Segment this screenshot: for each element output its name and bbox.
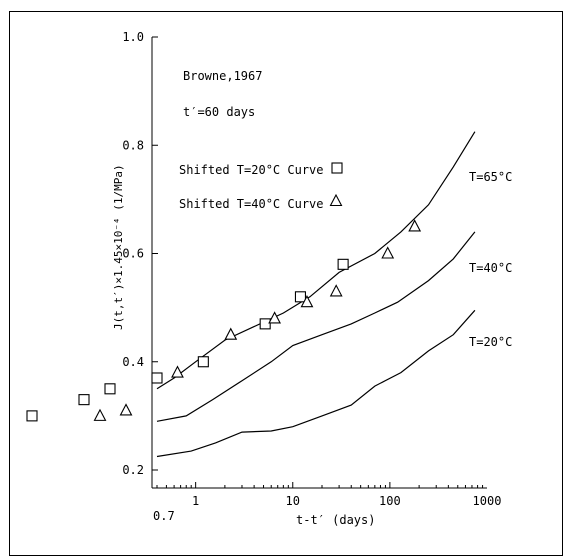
source-annotation: Browne,1967 <box>183 69 262 83</box>
x-axis-label: t-t′ (days) <box>296 513 375 527</box>
axes <box>151 36 487 489</box>
y-tick-label: 0.4 <box>122 355 144 369</box>
outside-triangle-marker <box>93 408 107 421</box>
tprime-annotation: t′=60 days <box>183 105 255 119</box>
data-triangle-marker <box>300 295 314 308</box>
data-triangle-marker <box>224 327 238 340</box>
curve-label-65c: T=65°C <box>469 170 512 184</box>
data-square-marker <box>197 356 209 368</box>
x-tick-outside-label: 0.7 <box>153 509 175 523</box>
creep-chart: 0.2 0.4 0.6 0.8 1.0 1 10 100 1000 Browne,1967 t′… <box>26 30 512 527</box>
data-square-marker <box>294 291 307 303</box>
y-tick-label: 0.6 <box>122 247 144 261</box>
data-triangle-marker <box>268 311 282 324</box>
x-tick-label: 100 <box>379 494 401 508</box>
outside-triangle-marker <box>119 403 133 416</box>
curve-t40c <box>156 231 476 422</box>
data-square-marker <box>337 258 349 270</box>
y-tick-label: 0.8 <box>122 138 144 152</box>
outside-square-marker <box>78 394 90 406</box>
outside-square-marker <box>104 383 116 395</box>
x-tick-label: 1 <box>192 494 199 508</box>
curve-t20c <box>156 309 476 458</box>
data-square-marker <box>259 318 271 330</box>
y-axis-label: J(t,t′)×1.45×10⁻⁴ (1/MPa) <box>112 164 125 330</box>
labels: 0.2 0.4 0.6 0.8 1.0 1 10 100 1000 <box>122 30 501 508</box>
data-triangle-marker <box>408 219 422 232</box>
x-tick-label: 10 <box>286 494 300 508</box>
data-square-marker <box>151 372 163 384</box>
curve-t65c <box>156 131 476 390</box>
legend-square-icon <box>331 162 343 174</box>
data-triangle-marker <box>381 246 395 259</box>
data-triangle-marker <box>171 365 184 378</box>
legend-label-20c: Shifted T=20°C Curve <box>179 163 324 177</box>
outside-square-marker <box>26 410 38 422</box>
legend-label-40c: Shifted T=40°C Curve <box>179 197 324 211</box>
legend-triangle-icon <box>329 193 343 207</box>
markers <box>26 162 422 422</box>
y-tick-label: 0.2 <box>122 463 144 477</box>
data-triangle-marker <box>329 284 343 297</box>
curves <box>156 131 476 458</box>
y-tick-label: 1.0 <box>122 30 144 44</box>
curve-label-40c: T=40°C <box>469 261 512 275</box>
curve-label-20c: T=20°C <box>469 335 512 349</box>
x-tick-label: 1000 <box>473 494 502 508</box>
